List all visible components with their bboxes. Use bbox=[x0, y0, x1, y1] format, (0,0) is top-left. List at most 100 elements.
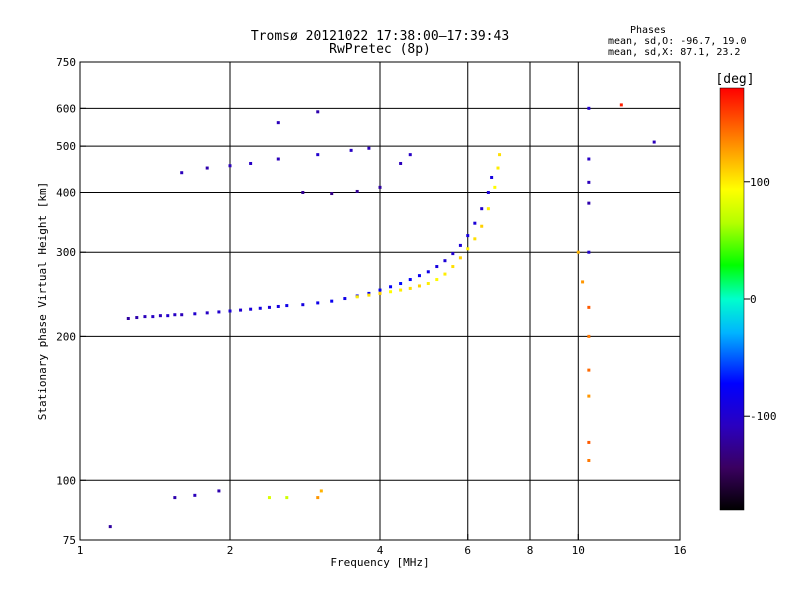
echo-point bbox=[587, 440, 591, 444]
echo-point bbox=[367, 291, 371, 295]
echo-point bbox=[267, 496, 271, 500]
echo-point bbox=[587, 106, 591, 110]
echo-point bbox=[367, 293, 371, 297]
echo-point bbox=[217, 489, 221, 493]
echo-point bbox=[378, 288, 382, 292]
echo-point bbox=[490, 175, 494, 179]
echo-point bbox=[480, 224, 484, 228]
echo-point bbox=[496, 166, 500, 170]
echo-point bbox=[330, 299, 334, 303]
y-tick-label: 500 bbox=[56, 140, 76, 153]
echo-point bbox=[217, 310, 221, 314]
echo-point bbox=[619, 103, 623, 107]
phase-info-title: Phases bbox=[630, 25, 666, 36]
echo-point bbox=[267, 305, 271, 309]
echo-point bbox=[426, 282, 430, 286]
echo-point bbox=[581, 280, 585, 284]
echo-point bbox=[458, 243, 462, 247]
y-tick-label: 300 bbox=[56, 246, 76, 259]
echo-point bbox=[193, 312, 197, 316]
echo-point bbox=[355, 295, 359, 299]
echo-point bbox=[426, 270, 430, 274]
echo-point bbox=[285, 496, 289, 500]
echo-point bbox=[486, 190, 490, 194]
echo-point bbox=[587, 201, 591, 205]
echo-point bbox=[249, 307, 253, 311]
echo-point bbox=[276, 121, 280, 125]
echo-point bbox=[443, 259, 447, 263]
echo-point bbox=[498, 153, 502, 157]
echo-point bbox=[343, 297, 347, 301]
echo-point bbox=[173, 496, 177, 500]
echo-point bbox=[443, 272, 447, 276]
echo-point bbox=[587, 157, 591, 161]
colorbar-ticks: 100 0 -100 bbox=[744, 176, 777, 423]
echo-point bbox=[135, 316, 139, 320]
echo-point bbox=[486, 207, 490, 211]
echo-point bbox=[389, 285, 393, 289]
x-tick-label: 8 bbox=[527, 544, 534, 557]
echo-point bbox=[399, 161, 403, 165]
echo-point bbox=[493, 185, 497, 189]
echo-point bbox=[276, 157, 280, 161]
echo-point bbox=[239, 308, 243, 312]
y-tick-label: 750 bbox=[56, 56, 76, 69]
echo-point bbox=[408, 286, 412, 290]
echo-point bbox=[316, 153, 320, 157]
echo-point bbox=[316, 301, 320, 305]
echo-point bbox=[435, 278, 439, 282]
colorbar-tick-label: -100 bbox=[750, 410, 777, 423]
y-tick-label: 600 bbox=[56, 102, 76, 115]
echo-point bbox=[228, 164, 232, 168]
echo-point bbox=[193, 493, 197, 497]
echo-point bbox=[587, 334, 591, 338]
colorbar-tick-label: 100 bbox=[750, 176, 770, 189]
echo-point bbox=[473, 237, 477, 241]
chart-title: Tromsø 20121022 17:38:00–17:39:43 bbox=[251, 29, 509, 44]
echo-point bbox=[408, 153, 412, 157]
echo-point bbox=[367, 146, 371, 150]
echo-point bbox=[576, 250, 580, 254]
echo-point bbox=[301, 303, 305, 307]
echo-point bbox=[587, 368, 591, 372]
echo-point bbox=[408, 278, 412, 282]
echo-point bbox=[451, 252, 455, 256]
echo-point bbox=[466, 234, 470, 238]
echo-point bbox=[417, 274, 421, 278]
echo-point bbox=[587, 250, 591, 254]
x-axis-label: Frequency [MHz] bbox=[330, 556, 429, 569]
x-axis: 1 2 4 6 8 10 16 bbox=[77, 534, 687, 557]
echo-point bbox=[480, 207, 484, 211]
echo-point bbox=[399, 288, 403, 292]
echo-point bbox=[587, 180, 591, 184]
echo-point bbox=[205, 166, 209, 170]
x-tick-label: 1 bbox=[77, 544, 84, 557]
echo-point bbox=[319, 489, 323, 493]
echo-point bbox=[330, 192, 334, 196]
echo-point bbox=[417, 284, 421, 288]
echo-point bbox=[458, 256, 462, 260]
y-axis: 75 100 200 300 400 500 600 750 bbox=[56, 56, 86, 547]
y-axis-label: Stationary phase Virtual Height [km] bbox=[36, 182, 49, 420]
echo-point bbox=[587, 305, 591, 309]
x-tick-label: 2 bbox=[227, 544, 234, 557]
echo-point bbox=[166, 314, 170, 318]
phase-info-x-mode: mean, sd,X: 87.1, 23.2 bbox=[608, 47, 740, 58]
echo-point bbox=[316, 496, 320, 500]
echo-point bbox=[587, 394, 591, 398]
echo-point bbox=[143, 315, 147, 319]
echo-point bbox=[389, 290, 393, 294]
y-tick-label: 75 bbox=[63, 534, 76, 547]
echo-point bbox=[180, 171, 184, 175]
echo-point bbox=[378, 185, 382, 189]
echo-point bbox=[301, 190, 305, 194]
colorbar-tick-label: 0 bbox=[750, 293, 757, 306]
echo-point bbox=[399, 282, 403, 286]
echo-point bbox=[173, 313, 177, 317]
chart-subtitle: RwPretec (8p) bbox=[329, 42, 431, 57]
echo-point bbox=[349, 148, 353, 152]
echo-point bbox=[249, 161, 253, 165]
phase-info-o-mode: mean, sd,O: -96.7, 19.0 bbox=[608, 36, 746, 47]
x-tick-label: 4 bbox=[377, 544, 384, 557]
